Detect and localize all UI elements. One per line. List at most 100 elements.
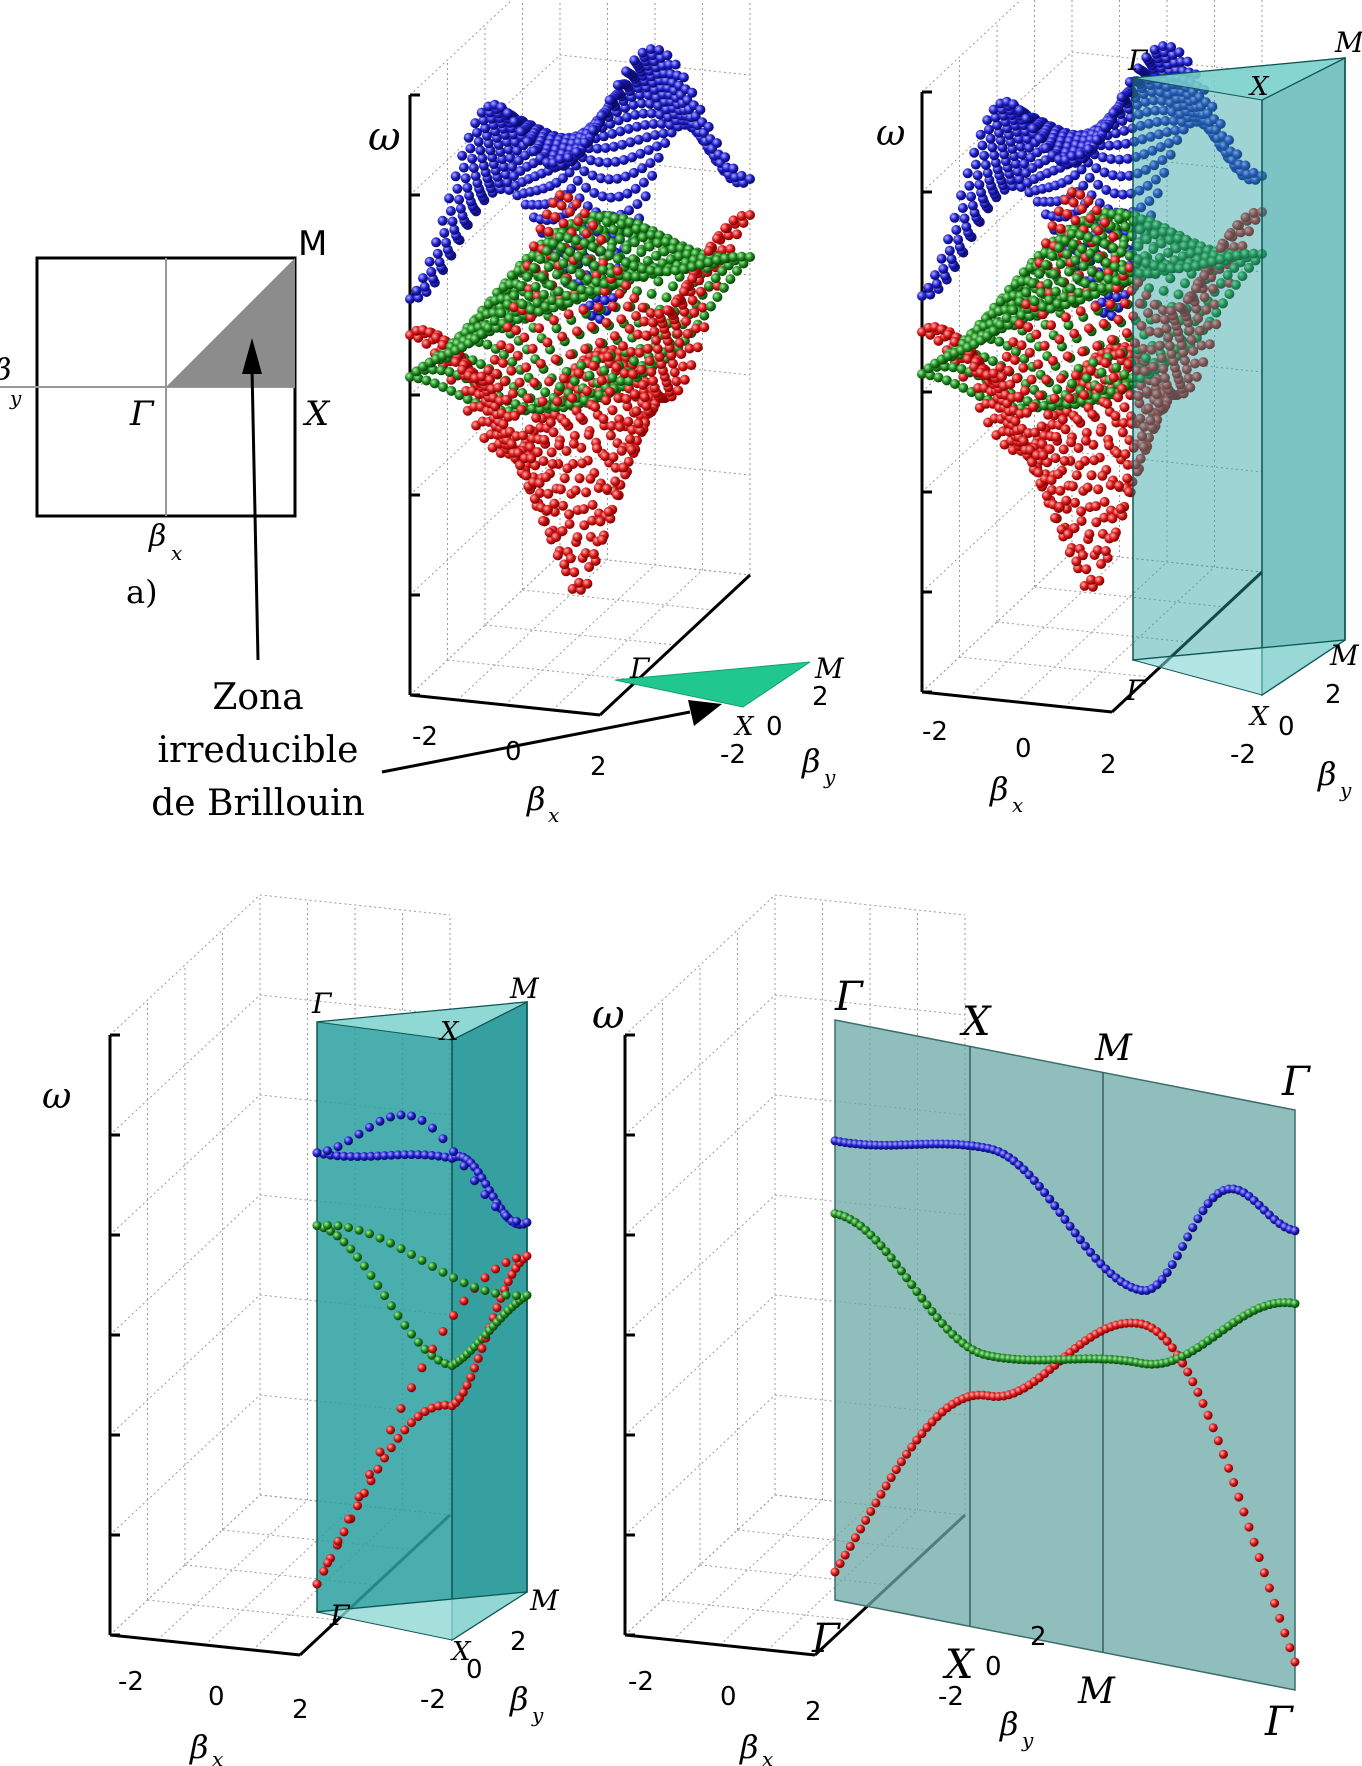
panel-b-band-point (509, 290, 520, 301)
panel-c-band-point (1075, 149, 1086, 160)
panel-d-band-point (346, 1152, 356, 1161)
panel-c-band-point (1215, 254, 1226, 265)
y-tick-b-0: -2 (720, 740, 746, 770)
x-label-beta-e: β (739, 1728, 759, 1766)
panel-c-band-point (1100, 357, 1111, 368)
panel-d-band-point (462, 1380, 472, 1390)
panel-b-band-point (629, 55, 640, 66)
panel-b-band-point (555, 190, 565, 200)
panel-c-band-point (1120, 221, 1131, 232)
ibz-triangle-b (614, 661, 811, 708)
panel-c-band-point (1240, 160, 1251, 171)
panel-d-grid-line (109, 1094, 451, 1236)
panel-d-band-point (400, 1150, 410, 1160)
panel-b-band-point (578, 304, 589, 315)
panel-c-band-point (1071, 470, 1082, 481)
panel-e-band-point (1040, 1188, 1050, 1198)
panel-c-band-point (1108, 231, 1119, 242)
panel-b-band-point (621, 280, 632, 291)
panel-b-band-point (595, 516, 606, 527)
panel-c-band-point (1171, 243, 1182, 254)
panel-b-band-point (464, 190, 475, 201)
panel-e-band-point (886, 1253, 896, 1263)
panel-c-band-point (1114, 213, 1124, 224)
panel-c-band-point (1110, 261, 1120, 272)
prism-label-m-bot-d: M (529, 1584, 560, 1617)
panel-b-band-point (535, 254, 546, 265)
panel-d-band-point (339, 1151, 349, 1161)
panel-d-band-point (380, 1151, 389, 1161)
panel-e-grid-line (737, 1529, 928, 1551)
panel-c-grid-line (1064, 566, 1215, 708)
panel-c-band-point (1224, 289, 1235, 299)
panel-c-band-point (987, 356, 998, 367)
panel-c-band-point (1211, 319, 1222, 330)
panel-c-band-point (1135, 120, 1146, 131)
panel-e-band-point (1239, 1507, 1249, 1517)
panel-c-band-point (1164, 138, 1174, 149)
panel-b-band-point (566, 264, 577, 275)
panel-b-band-point (630, 109, 641, 120)
panel-c-band-point (957, 203, 968, 213)
panel-d-band-point (440, 1152, 450, 1162)
panel-b-band-point (489, 354, 500, 365)
panel-b-band-point (608, 224, 619, 235)
panel-c-band-point (1149, 160, 1160, 171)
panel-c-band-point (1166, 42, 1177, 52)
panel-c-band-point (974, 391, 985, 402)
panel-b-band-point (658, 128, 669, 139)
irreducible-zone-triangle (166, 258, 295, 387)
panel-c-band-point (1100, 122, 1110, 133)
panel-c-band-point (1077, 203, 1087, 214)
panel-c-band-point (1091, 205, 1102, 216)
label-x: X (302, 394, 331, 434)
y-label-sub-b: y (823, 765, 836, 789)
x-label-beta-b: β (526, 780, 546, 818)
panel-d-band-point (449, 1147, 458, 1157)
panel-b-band-point (745, 252, 755, 262)
panel-e-band-point (1050, 1201, 1060, 1211)
panel-c-band-point (1027, 278, 1038, 289)
panel-b-band-point (597, 191, 608, 202)
panel-b-grid-line (484, 624, 676, 646)
panel-c-band-point (1041, 374, 1052, 385)
panel-b-band-point (622, 301, 633, 312)
panel-c-band-point (985, 133, 996, 144)
panel-b-band-point (654, 351, 665, 362)
panel-b-band-point (636, 364, 647, 375)
panel-d-band-point (344, 1223, 353, 1232)
panel-c-band-point (1119, 125, 1130, 136)
panel-b-band-point (555, 381, 565, 392)
panel-c-band-point (1182, 294, 1193, 305)
panel-c-band-point (1119, 369, 1130, 380)
panel-b-band-point (642, 256, 653, 266)
panel-b-band-point (508, 388, 518, 399)
panel-c-band-point (979, 150, 990, 161)
panel-b-band-point (548, 427, 559, 438)
panel-c-y-axis (1110, 570, 1264, 714)
panel-c-grid-line (1016, 561, 1168, 703)
panel-e-band-point (1224, 1463, 1234, 1473)
prism-label-gamma-bot-d: Γ (329, 1599, 351, 1632)
panel-b-band-point (454, 194, 465, 205)
panel-b-band-point (575, 269, 585, 280)
panel-c-band-point (1109, 188, 1120, 199)
panel-c-band-point (1157, 155, 1168, 166)
panel-b-band-point (585, 473, 596, 484)
panel-d-band-point (417, 1255, 427, 1265)
panel-d-band-point (491, 1288, 500, 1298)
panel-d-band-point (417, 1115, 427, 1125)
panel-b-band-point (653, 152, 664, 163)
panel-b-band-point (618, 341, 628, 352)
panel-b-band-point (437, 215, 448, 226)
panel-b-band-point (625, 137, 636, 148)
panel-b-band-point (608, 452, 619, 463)
panel-b-band-point (703, 257, 714, 268)
panel-b-band-point (572, 532, 583, 543)
panel-c-band-point (1001, 351, 1012, 362)
panel-c-band-point (1191, 371, 1202, 382)
y-label-beta-c: β (1317, 755, 1337, 793)
panel-b-band-point (426, 266, 437, 277)
panel-b-grid-line (409, 54, 751, 196)
panel-c-band-point (1024, 347, 1035, 358)
